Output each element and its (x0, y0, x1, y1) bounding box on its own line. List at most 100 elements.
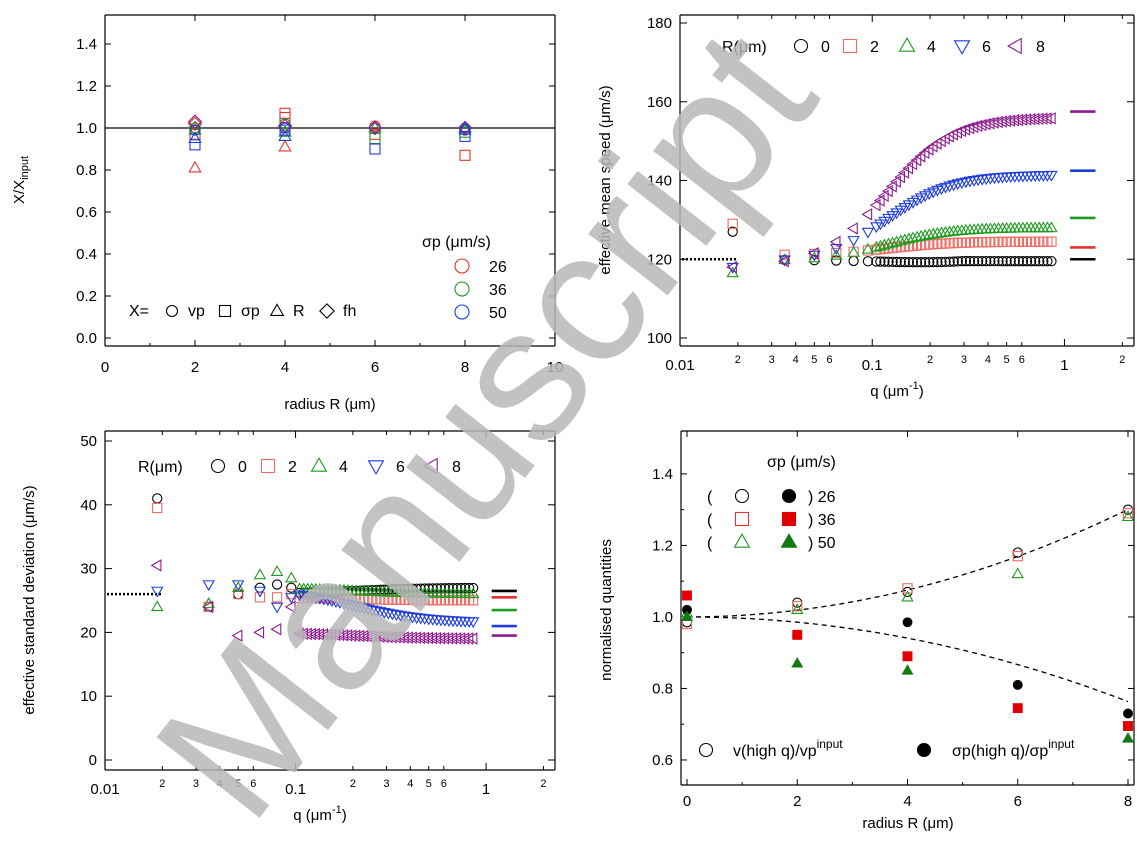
y-tick-label: 180 (647, 15, 672, 32)
data-point-50 (369, 122, 381, 134)
y-axis-title: effective mean speed (μm/s) (597, 85, 614, 274)
data-point-r0 (1021, 256, 1033, 267)
data-point-r0 (907, 257, 919, 268)
data-point-r8 (861, 208, 873, 221)
data-point-r4 (918, 229, 932, 240)
filled-data-point (901, 664, 914, 675)
legend-marker-36 (454, 281, 470, 297)
data-point-r8 (726, 260, 737, 274)
x-minor-tick-label: 5 (811, 354, 817, 366)
filled-data-point (1123, 708, 1133, 719)
data-point-r6 (971, 175, 985, 187)
data-point-r0 (1025, 256, 1037, 267)
data-point-r0 (960, 255, 972, 267)
data-point-r4 (270, 565, 284, 577)
y-tick-label: 140 (647, 173, 672, 190)
data-point-r8 (462, 632, 474, 645)
legend-label-r6: 6 (396, 459, 405, 476)
data-point-r8 (869, 198, 881, 212)
y-tick-label: 10 (80, 688, 97, 705)
data-point-r6 (370, 606, 383, 618)
data-point-r0 (895, 256, 906, 268)
legend-marker-r8 (423, 457, 438, 475)
data-point-r0 (875, 256, 886, 267)
data-point-r2 (862, 245, 874, 256)
x-minor-tick-label: 3 (769, 354, 775, 366)
x-axis-title-part: ) (919, 383, 924, 400)
data-point-r4 (1045, 221, 1058, 233)
data-point-r0 (891, 256, 902, 268)
x-minor-tick-label: 6 (1019, 354, 1025, 366)
x-tick-label: 1 (1060, 357, 1068, 374)
data-point-50 (369, 143, 381, 155)
data-point-r0 (952, 256, 963, 267)
y-tick-label: 50 (80, 433, 97, 450)
x-axis-title-part: -1 (332, 804, 342, 816)
data-point-r6 (861, 227, 875, 239)
data-point-r6 (309, 593, 322, 604)
data-point-r8 (885, 180, 897, 193)
x-tick-label: 8 (1124, 793, 1132, 810)
legend-filled-circle (916, 742, 932, 758)
data-point-r8 (881, 184, 893, 198)
data-point-r8 (270, 622, 282, 636)
y-tick-label: 1.4 (652, 466, 673, 483)
data-point-r6 (390, 610, 403, 622)
data-point-r6 (951, 179, 965, 191)
y-axis-title-main: X/X (11, 180, 28, 204)
legend-x-marker (319, 303, 335, 319)
data-point-r0 (1046, 256, 1057, 267)
data-point-r0 (727, 226, 738, 237)
x-minor-tick-label: 2 (350, 778, 356, 790)
open-data-point (791, 603, 804, 615)
data-point-r0 (964, 255, 976, 267)
data-point-r8 (983, 117, 995, 130)
legend-open-marker-26 (734, 488, 750, 504)
data-point-r0 (911, 257, 923, 268)
data-point-r2 (831, 247, 842, 259)
x-minor-tick-label: 5 (235, 778, 241, 790)
data-point-r6 (963, 176, 977, 188)
y-tick-label: 1.4 (76, 36, 97, 53)
x-tick-label: 0.1 (285, 781, 306, 798)
data-point-r6 (374, 607, 387, 619)
data-point-r4 (886, 236, 899, 248)
data-point-r0 (459, 582, 471, 594)
y-tick-label: 0.6 (76, 204, 97, 221)
data-point-r4 (927, 227, 940, 239)
legend-x-marker (269, 303, 285, 316)
data-point-r4 (285, 571, 298, 583)
x-axis-title-part: ) (342, 807, 347, 824)
data-point-r4 (861, 242, 875, 254)
legend-marker-50 (454, 304, 470, 320)
data-point-r6 (386, 609, 399, 621)
data-point-r0 (948, 256, 959, 267)
y-tick-label: 1.2 (652, 537, 673, 554)
data-point-26 (278, 139, 292, 152)
legend-filled-marker-26 (781, 488, 797, 504)
data-point-36 (187, 120, 203, 136)
data-point-r0 (1034, 256, 1045, 267)
legend-filled-label-sup: input (1048, 737, 1075, 751)
data-point-r0 (985, 255, 996, 267)
data-point-r0 (463, 582, 475, 594)
manuscript-watermark: Manuscript (115, 0, 854, 844)
data-point-r8 (902, 161, 914, 175)
fit-curve-lower (686, 616, 1129, 703)
y-tick-label: 1.0 (652, 609, 673, 626)
data-point-r0 (1001, 256, 1012, 267)
legend-filled-label: σp(high q)/σpinput (952, 737, 1075, 760)
data-point-r4 (830, 248, 843, 260)
x-tick-label: 10 (547, 359, 564, 376)
legend-marker-r8 (1007, 37, 1022, 55)
data-point-r0 (1038, 256, 1049, 267)
filled-data-point (792, 629, 803, 640)
open-data-point (792, 601, 803, 612)
y-tick-label: 0 (89, 752, 97, 769)
legend-label-r2: 2 (288, 459, 297, 476)
data-point-50 (459, 130, 471, 142)
x-tick-label: 0 (101, 359, 109, 376)
data-point-purple (277, 118, 293, 134)
legend-filled-marker-50 (780, 533, 798, 548)
data-point-r0 (862, 256, 874, 267)
